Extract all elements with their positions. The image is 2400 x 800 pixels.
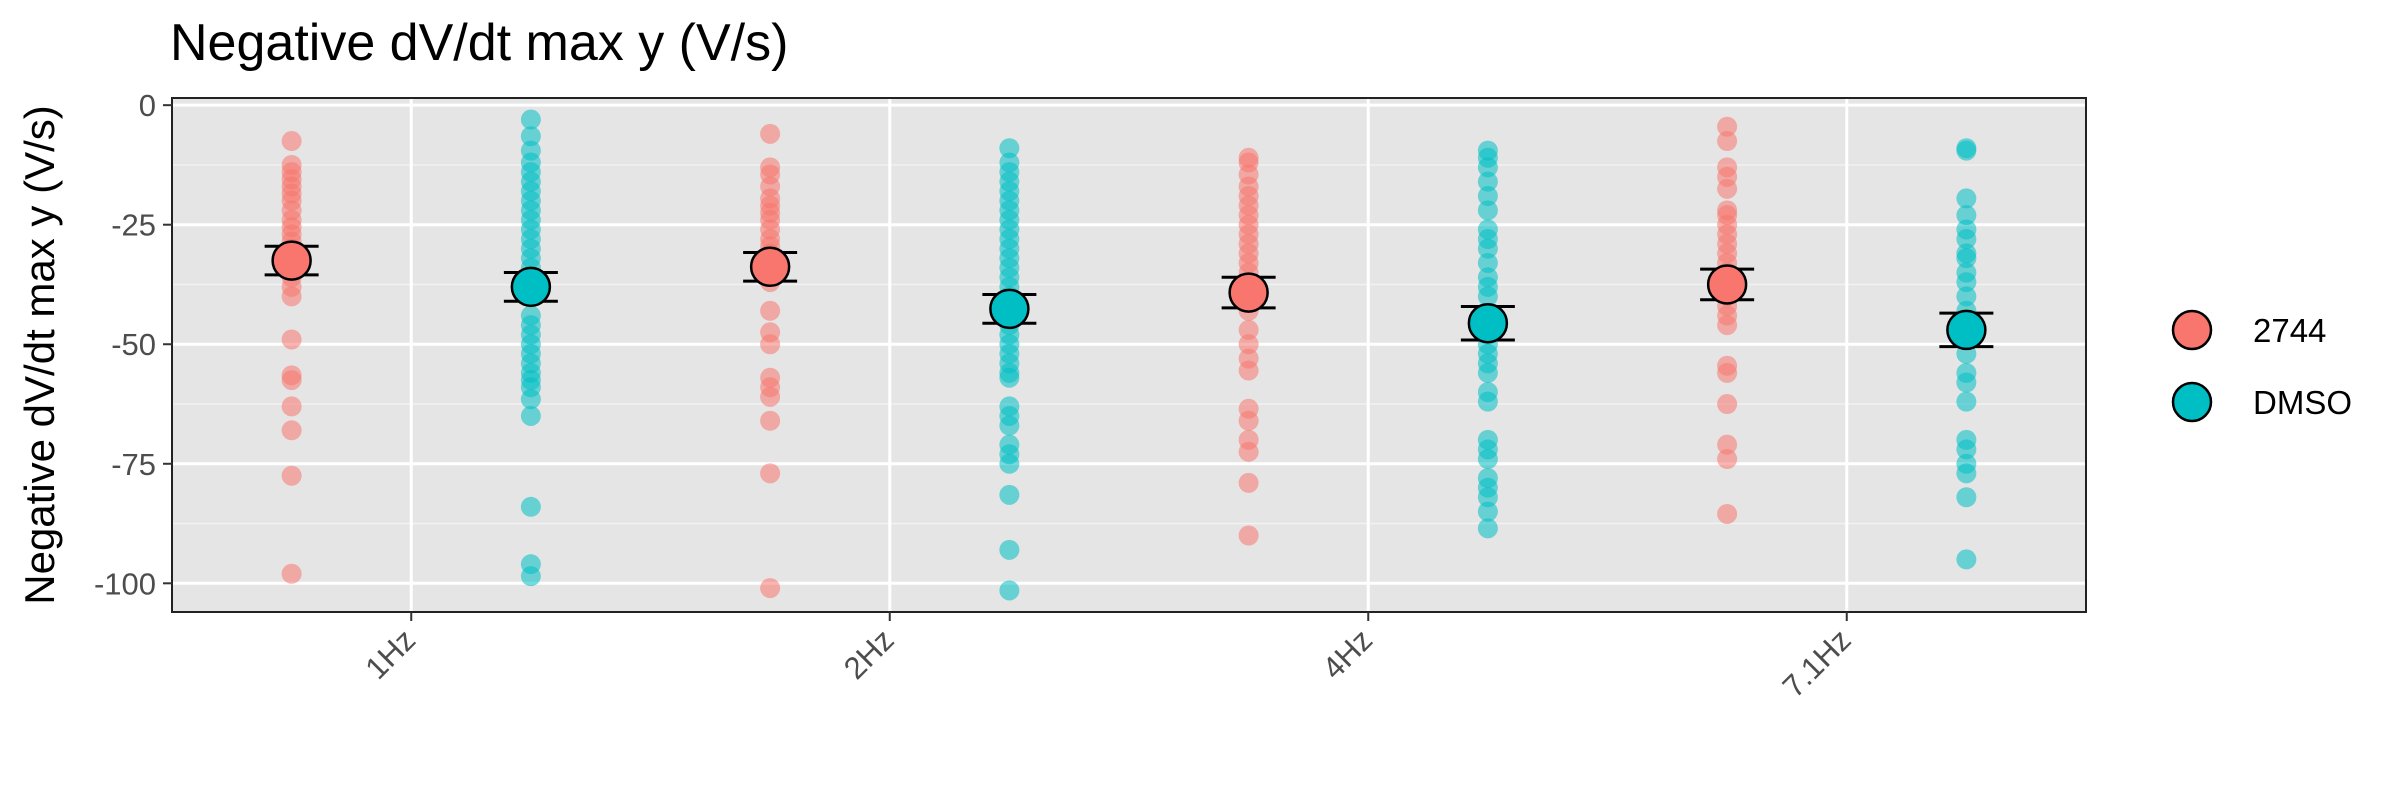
data-point-2744 bbox=[760, 300, 781, 321]
data-point-2744 bbox=[281, 286, 302, 307]
data-point-DMSO bbox=[1477, 362, 1498, 383]
data-point-DMSO bbox=[1956, 248, 1977, 269]
data-point-2744 bbox=[1238, 472, 1259, 493]
data-point-DMSO bbox=[1956, 549, 1977, 570]
data-point-DMSO bbox=[520, 126, 541, 147]
data-point-DMSO bbox=[1956, 229, 1977, 250]
mean-point-DMSO bbox=[1946, 309, 1987, 351]
data-point-DMSO bbox=[1477, 448, 1498, 469]
y-axis-label: Negative dV/dt max y (V/s) bbox=[16, 105, 63, 605]
data-point-DMSO bbox=[999, 484, 1020, 505]
data-point-2744 bbox=[281, 329, 302, 350]
data-point-DMSO bbox=[520, 405, 541, 426]
x-tick-label: 4Hz bbox=[1315, 622, 1379, 686]
y-tick-label: -100 bbox=[94, 566, 156, 601]
data-point-2744 bbox=[760, 410, 781, 431]
data-point-DMSO bbox=[1956, 391, 1977, 412]
data-point-DMSO bbox=[1477, 286, 1498, 307]
data-point-2744 bbox=[1717, 362, 1738, 383]
data-point-DMSO bbox=[999, 580, 1020, 601]
data-point-DMSO bbox=[1956, 188, 1977, 209]
data-point-2744 bbox=[1717, 116, 1738, 137]
y-tick-label: -75 bbox=[111, 447, 156, 482]
data-point-2744 bbox=[1717, 315, 1738, 336]
mean-point-2744 bbox=[749, 246, 791, 288]
legend-key-DMSO bbox=[2171, 381, 2213, 423]
summary-layer bbox=[264, 240, 1994, 351]
y-tick-label: 0 bbox=[139, 88, 156, 123]
data-point-DMSO bbox=[1477, 252, 1498, 273]
legend: 2744 DMSO bbox=[2171, 309, 2352, 423]
data-point-2744 bbox=[281, 131, 302, 152]
data-point-DMSO bbox=[1477, 157, 1498, 178]
data-point-2744 bbox=[281, 465, 302, 486]
mean-point-2744 bbox=[1706, 264, 1748, 305]
data-point-DMSO bbox=[1477, 238, 1498, 259]
y-tick-label: -25 bbox=[111, 208, 156, 243]
x-tick-label: 1Hz bbox=[358, 622, 422, 686]
data-point-2744 bbox=[1717, 178, 1738, 199]
data-point-2744 bbox=[1238, 319, 1259, 340]
data-point-2744 bbox=[1238, 441, 1259, 462]
data-point-DMSO bbox=[999, 453, 1020, 474]
data-point-DMSO bbox=[1956, 487, 1977, 508]
mean-point-2744 bbox=[271, 240, 312, 281]
data-point-2744 bbox=[281, 563, 302, 584]
data-point-2744 bbox=[760, 578, 781, 599]
data-point-2744 bbox=[281, 396, 302, 417]
mean-point-DMSO bbox=[1467, 302, 1509, 344]
data-point-2744 bbox=[1238, 525, 1259, 546]
legend-label-2744: 2744 bbox=[2253, 312, 2326, 349]
data-point-2744 bbox=[1238, 334, 1259, 355]
x-tick-label: 7.1Hz bbox=[1776, 622, 1858, 704]
x-tick-label: 2Hz bbox=[837, 622, 901, 686]
data-point-DMSO bbox=[520, 566, 541, 587]
data-point-DMSO bbox=[1477, 501, 1498, 522]
data-point-DMSO bbox=[1956, 372, 1977, 393]
data-point-2744 bbox=[760, 386, 781, 407]
mean-point-DMSO bbox=[989, 288, 1030, 330]
data-point-DMSO bbox=[520, 109, 541, 130]
data-point-DMSO bbox=[1477, 391, 1498, 412]
data-point-DMSO bbox=[1956, 140, 1977, 161]
data-point-2744 bbox=[281, 420, 302, 441]
data-point-2744 bbox=[1717, 448, 1738, 469]
data-point-DMSO bbox=[999, 138, 1020, 159]
grid-layer bbox=[172, 98, 2086, 612]
data-point-DMSO bbox=[999, 415, 1020, 436]
data-point-DMSO bbox=[1956, 272, 1977, 293]
data-point-2744 bbox=[1717, 394, 1738, 415]
data-point-2744 bbox=[1238, 360, 1259, 381]
legend-key-2744 bbox=[2171, 309, 2213, 351]
plot-panel bbox=[172, 98, 2086, 612]
data-point-DMSO bbox=[1477, 487, 1498, 508]
data-point-2744 bbox=[281, 370, 302, 391]
chart-title: Negative dV/dt max y (V/s) bbox=[170, 14, 788, 72]
data-point-2744 bbox=[1717, 131, 1738, 152]
data-point-DMSO bbox=[520, 496, 541, 517]
data-point-2744 bbox=[1238, 410, 1259, 431]
data-point-DMSO bbox=[999, 367, 1020, 388]
data-point-DMSO bbox=[1477, 200, 1498, 221]
plot-border bbox=[171, 97, 2087, 613]
data-point-DMSO bbox=[1477, 171, 1498, 192]
data-point-2744 bbox=[760, 123, 781, 144]
data-point-2744 bbox=[1717, 503, 1738, 524]
mean-point-DMSO bbox=[510, 266, 552, 308]
data-point-2744 bbox=[760, 463, 781, 484]
data-point-DMSO bbox=[1956, 463, 1977, 484]
data-point-DMSO bbox=[1477, 186, 1498, 207]
y-tick-label: -50 bbox=[111, 327, 156, 362]
data-point-DMSO bbox=[1956, 439, 1977, 460]
data-point-DMSO bbox=[1477, 518, 1498, 539]
data-point-2744 bbox=[760, 334, 781, 355]
data-point-DMSO bbox=[1956, 205, 1977, 226]
legend-label-DMSO: DMSO bbox=[2253, 384, 2352, 421]
data-point-DMSO bbox=[999, 539, 1020, 560]
data-point-DMSO bbox=[1956, 286, 1977, 307]
data-point-DMSO bbox=[520, 389, 541, 410]
data-point-2744 bbox=[1717, 434, 1738, 455]
mean-point-2744 bbox=[1228, 272, 1269, 313]
